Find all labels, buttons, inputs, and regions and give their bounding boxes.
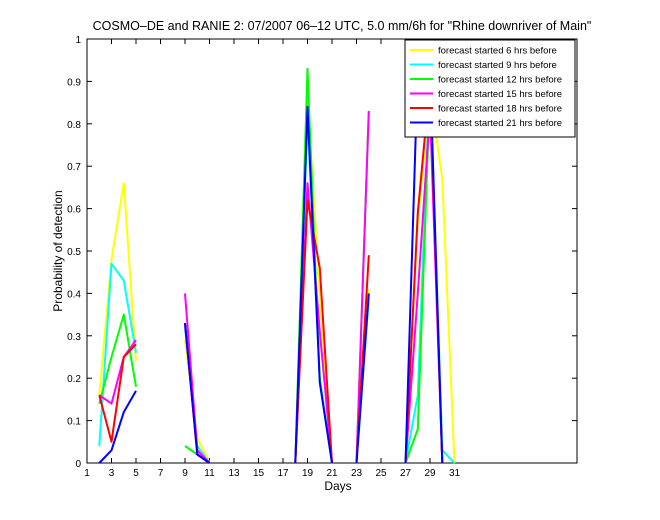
x-tick-label: 9 [182,468,188,479]
x-tick-label: 23 [351,468,363,479]
legend-entry: forecast started 6 hrs before [438,46,557,57]
x-tick-label: 3 [109,468,115,479]
series-line-6 [98,67,444,464]
series-segment [98,182,137,396]
x-axis-label: Days [324,479,351,493]
y-tick-label: 0.1 [67,417,81,428]
x-tick-label: 17 [277,468,289,479]
series-segment [355,293,370,464]
series-segment [98,390,137,464]
series-segment [355,111,370,464]
x-tick-label: 21 [326,468,338,479]
y-tick-label: 0.8 [67,120,81,131]
x-tick-label: 13 [228,468,240,479]
x-tick-label: 7 [158,468,164,479]
series-segment [98,343,137,443]
y-tick-label: 0.6 [67,205,81,216]
legend: forecast started 6 hrs before forecast st… [404,39,576,138]
y-axis-label: Probability of detection [51,190,65,311]
legend-entry: forecast started 12 hrs before [438,75,562,86]
x-tick-label: 29 [424,468,436,479]
series-lines [98,67,456,464]
x-tick-label: 25 [375,468,387,479]
y-tick-label: 0 [75,459,81,470]
x-tick-label: 11 [204,468,215,479]
series-segment [98,339,137,405]
series-segment [294,105,333,464]
legend-entry: forecast started 21 hrs before [438,118,562,129]
x-tick-label: 19 [302,468,314,479]
y-axis: 0 0.1 0.2 0.3 0.4 0.5 0.6 0.7 0.8 0.9 1 [67,35,577,470]
y-tick-label: 1 [75,35,81,46]
x-tick-label: 5 [133,468,139,479]
legend-entry: forecast started 18 hrs before [438,104,562,115]
y-tick-label: 0.2 [67,374,81,385]
legend-box [404,39,576,138]
series-segment [184,323,211,464]
y-tick-label: 0.5 [67,247,81,258]
x-tick-label: 15 [253,468,265,479]
x-axis: 1 3 5 7 9 11 13 15 17 19 21 23 25 27 29 31 [84,39,460,479]
x-tick-label: 27 [400,468,412,479]
series-segment [98,262,137,447]
y-tick-label: 0.7 [67,162,81,173]
x-tick-label: 1 [84,468,90,479]
x-tick-label: 31 [449,468,461,479]
legend-entry: forecast started 9 hrs before [438,60,557,71]
y-tick-label: 0.9 [67,77,81,88]
chart-title: COSMO–DE and RANIE 2: 07/2007 06–12 UTC,… [93,19,592,33]
legend-entry: forecast started 15 hrs before [438,89,562,100]
y-tick-label: 0.3 [67,332,81,343]
y-tick-label: 0.4 [67,289,81,300]
